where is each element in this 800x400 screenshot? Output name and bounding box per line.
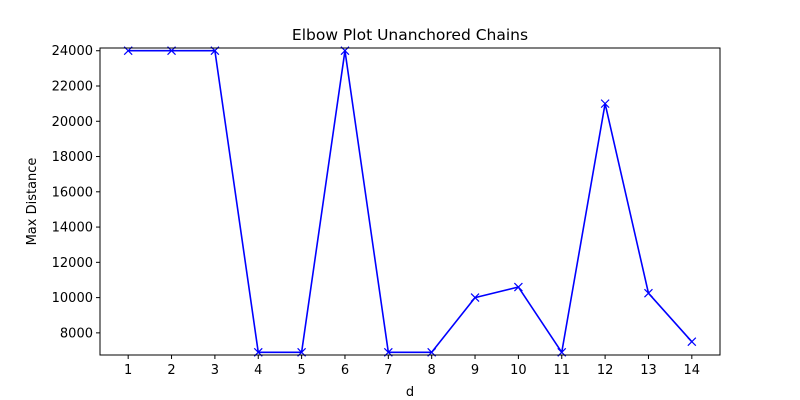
y-tick-label: 18000 <box>52 150 93 165</box>
y-tick-label: 24000 <box>52 44 93 59</box>
x-tick-label: 8 <box>428 363 436 378</box>
x-tick-label: 2 <box>167 363 175 378</box>
x-tick-label: 7 <box>384 363 392 378</box>
y-tick-label: 10000 <box>52 291 93 306</box>
y-tick-label: 12000 <box>52 256 93 271</box>
x-tick-label: 14 <box>684 363 701 378</box>
y-tick-label: 14000 <box>52 221 93 236</box>
x-tick-label: 12 <box>597 363 614 378</box>
x-tick-label: 6 <box>341 363 349 378</box>
chart-title: Elbow Plot Unanchored Chains <box>292 26 528 44</box>
x-tick-label: 11 <box>553 363 570 378</box>
data-point-marker <box>513 282 523 292</box>
y-tick-label: 20000 <box>52 115 93 130</box>
x-tick-label: 1 <box>124 363 132 378</box>
data-point-marker <box>600 99 610 109</box>
y-tick-label: 22000 <box>52 80 93 95</box>
x-tick-label: 3 <box>211 363 219 378</box>
x-tick-label: 9 <box>471 363 479 378</box>
y-tick-label: 16000 <box>52 185 93 200</box>
data-point-marker <box>470 293 480 303</box>
series-line <box>128 49 693 354</box>
data-point-marker <box>644 288 653 298</box>
x-tick-label: 13 <box>640 363 657 378</box>
x-tick-label: 5 <box>297 363 305 378</box>
x-tick-label: 4 <box>254 363 262 378</box>
y-tick-label: 8000 <box>60 326 93 341</box>
data-point-marker <box>687 337 697 347</box>
x-axis-label: d <box>406 385 414 400</box>
x-tick-label: 10 <box>510 363 527 378</box>
y-axis-label: Max Distance <box>25 158 40 246</box>
axes-frame <box>99 47 721 356</box>
